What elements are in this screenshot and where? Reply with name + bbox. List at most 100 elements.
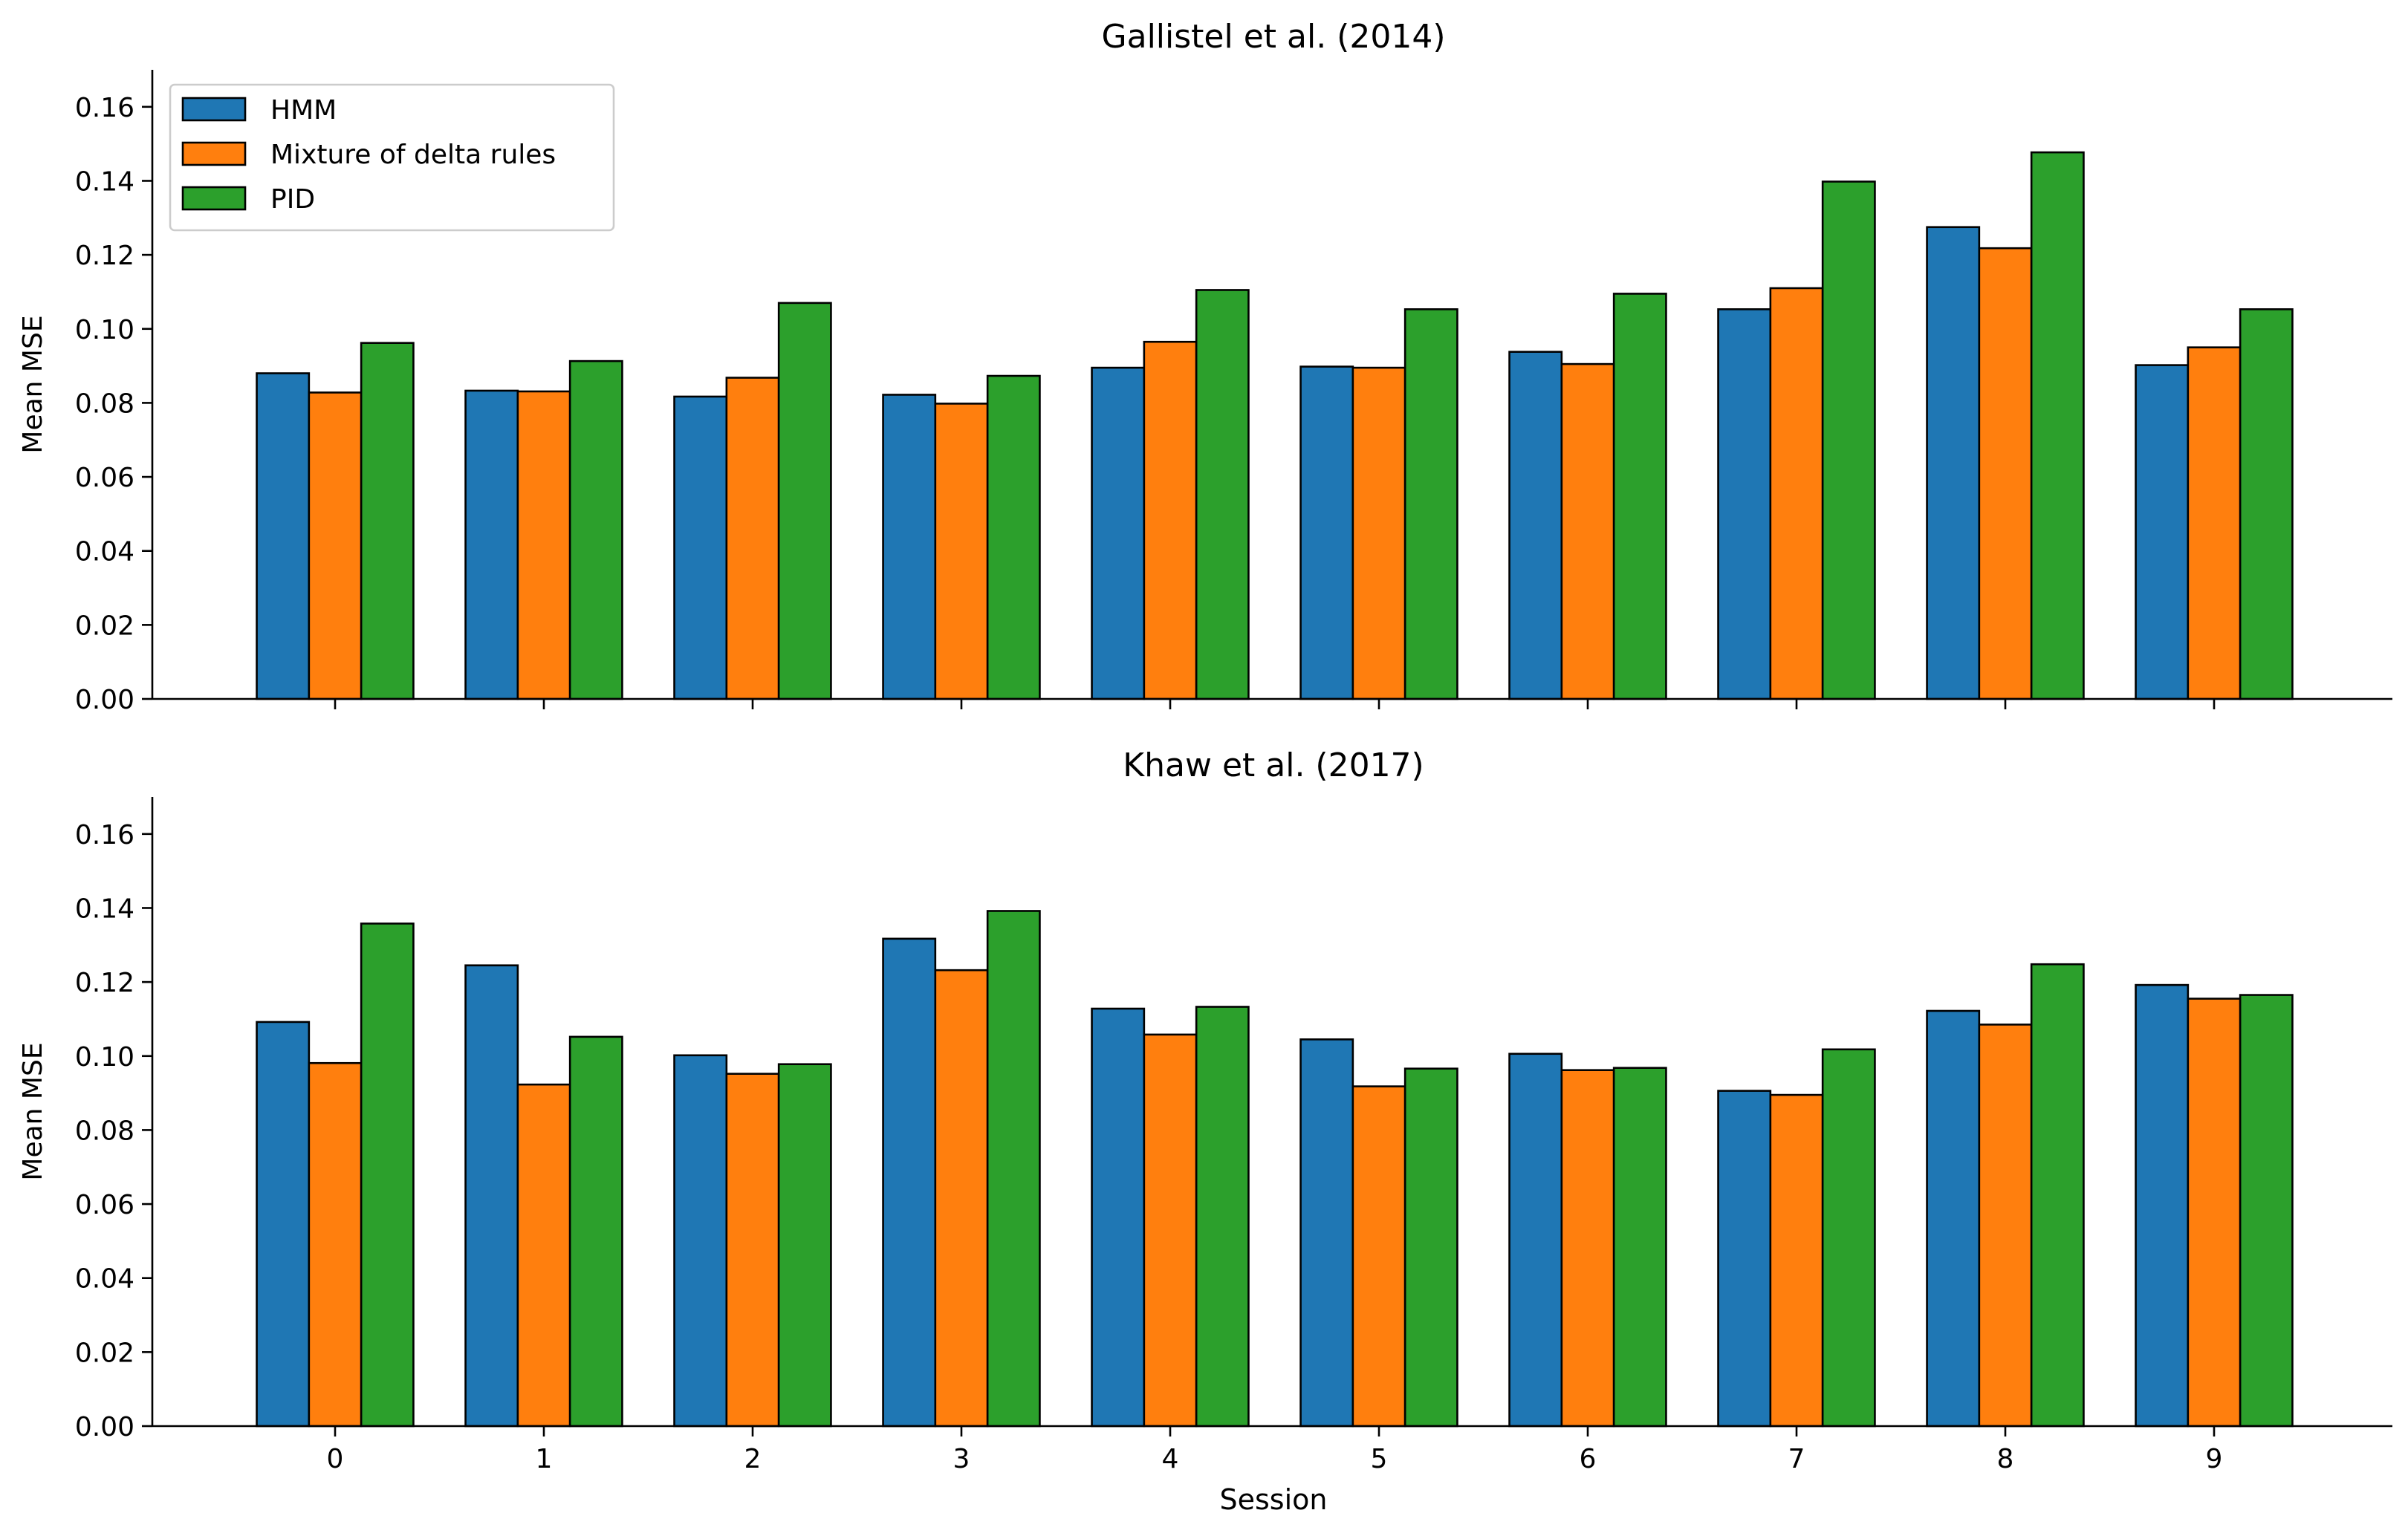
bar-mixture-of-delta-rules-session-1 [516, 390, 571, 700]
y-tick-label: 0.00 [75, 1412, 134, 1442]
panel-gallistel: Gallistel et al. (2014) 0.00 0.02 0.04 0.06 0… [18, 18, 2392, 715]
bar-mixture-of-delta-rules-session-2 [725, 377, 780, 700]
legend-box [169, 83, 615, 232]
y-tick-label: 0.04 [75, 537, 134, 567]
bar-pid-session-6 [1612, 1067, 1667, 1428]
bar-hmm-session-4 [1091, 1007, 1146, 1428]
bar-hmm-session-2 [673, 395, 728, 700]
bar-hmm-session-5 [1299, 1038, 1354, 1428]
bar-pid-session-0 [360, 342, 415, 700]
y-tick-label: 0.02 [75, 611, 134, 641]
x-tick-label: 2 [744, 1444, 762, 1474]
bar-mixture-of-delta-rules-session-6 [1560, 362, 1615, 700]
bar-hmm-session-7 [1717, 1090, 1772, 1428]
bar-hmm-session-4 [1091, 366, 1146, 700]
panel-khaw: Khaw et al. (2017) 0.00 0.02 0.04 0.06 0.08 0.… [18, 746, 2392, 1474]
x-tick-label: 0 [327, 1444, 344, 1474]
y-tick-label: 0.06 [75, 463, 134, 493]
bar-hmm-session-1 [464, 964, 519, 1428]
x-tick-label: 7 [1788, 1444, 1805, 1474]
y-tick-label: 0.06 [75, 1190, 134, 1220]
y-tick-label: 0.10 [75, 1042, 134, 1073]
bar-hmm-session-9 [2135, 364, 2190, 700]
y-tick-label: 0.04 [75, 1264, 134, 1295]
x-tick-label: 6 [1580, 1444, 1597, 1474]
y-tick-label: 0.12 [75, 241, 134, 271]
bar-pid-session-0 [360, 923, 415, 1428]
bar-mixture-of-delta-rules-session-5 [1351, 1085, 1406, 1428]
bar-pid-session-2 [777, 1063, 832, 1428]
x-tick-label: 5 [1371, 1444, 1388, 1474]
bar-mixture-of-delta-rules-session-0 [308, 391, 363, 700]
bar-mixture-of-delta-rules-session-5 [1351, 366, 1406, 700]
bar-pid-session-1 [568, 359, 623, 700]
bar-mixture-of-delta-rules-session-0 [308, 1061, 363, 1428]
bar-mixture-of-delta-rules-session-8 [1978, 1024, 2033, 1428]
bar-pid-session-4 [1195, 1006, 1250, 1428]
y-axis-label: Mean MSE [18, 315, 48, 453]
bar-mixture-of-delta-rules-session-9 [2187, 346, 2242, 700]
y-tick-label: 0.14 [75, 166, 134, 197]
bar-mixture-of-delta-rules-session-4 [1143, 1033, 1198, 1428]
y-tick-label: 0.14 [75, 894, 134, 924]
x-tick-label: 4 [1162, 1444, 1179, 1474]
bar-pid-session-1 [568, 1035, 623, 1428]
bar-hmm-session-3 [882, 394, 937, 700]
x-tick-label: 8 [1997, 1444, 2014, 1474]
bar-hmm-session-7 [1717, 308, 1772, 700]
bar-pid-session-5 [1403, 308, 1458, 700]
bar-hmm-session-0 [256, 1021, 311, 1428]
bar-hmm-session-6 [1508, 351, 1563, 700]
legend-label: Mixture of delta rules [270, 140, 556, 170]
bar-mixture-of-delta-rules-session-9 [2187, 998, 2242, 1428]
y-tick-label: 0.12 [75, 968, 134, 998]
x-axis-label: Session [1220, 1483, 1328, 1516]
bar-pid-session-7 [1821, 1048, 1876, 1428]
bar-mixture-of-delta-rules-session-7 [1769, 1093, 1824, 1428]
bar-mixture-of-delta-rules-session-3 [934, 403, 989, 700]
bar-mixture-of-delta-rules-session-8 [1978, 247, 2033, 700]
bar-mixture-of-delta-rules-session-6 [1560, 1069, 1615, 1428]
y-axis-label: Mean MSE [18, 1042, 48, 1180]
y-tick-label: 0.16 [75, 93, 134, 123]
bar-mixture-of-delta-rules-session-1 [516, 1083, 571, 1428]
y-tick-label: 0.08 [75, 1116, 134, 1146]
bar-mixture-of-delta-rules-session-3 [934, 969, 989, 1428]
y-tick-label: 0.08 [75, 388, 134, 419]
bar-mixture-of-delta-rules-session-4 [1143, 340, 1198, 700]
bar-pid-session-9 [2239, 994, 2294, 1428]
chart-title: Gallistel et al. (2014) [1102, 18, 1446, 56]
bar-pid-session-6 [1612, 293, 1667, 700]
x-tick-label: 9 [2206, 1444, 2223, 1474]
y-tick-label: 0.16 [75, 820, 134, 850]
y-tick-label: 0.02 [75, 1338, 134, 1368]
bar-pid-session-3 [986, 910, 1041, 1428]
chart-title: Khaw et al. (2017) [1123, 746, 1424, 784]
bar-pid-session-8 [2030, 963, 2085, 1428]
bar-pid-session-3 [986, 374, 1041, 700]
legend-swatch-hmm [181, 97, 247, 122]
legend-label: PID [270, 184, 315, 215]
bar-hmm-session-8 [1926, 226, 1981, 700]
legend-label: HMM [270, 95, 337, 126]
bar-hmm-session-5 [1299, 365, 1354, 700]
bar-hmm-session-2 [673, 1054, 728, 1428]
bar-hmm-session-3 [882, 937, 937, 1428]
bar-pid-session-9 [2239, 308, 2294, 700]
bar-pid-session-2 [777, 302, 832, 700]
y-tick-label: 0.00 [75, 685, 134, 715]
bar-mixture-of-delta-rules-session-2 [725, 1073, 780, 1428]
bar-pid-session-8 [2030, 151, 2085, 700]
y-tick-label: 0.10 [75, 315, 134, 345]
bar-pid-session-7 [1821, 180, 1876, 700]
bar-hmm-session-8 [1926, 1009, 1981, 1428]
legend-swatch-pid [181, 186, 247, 211]
legend: HMM Mixture of delta rules PID [169, 83, 615, 232]
legend-swatch-mixture-of-delta-rules [181, 141, 247, 166]
x-tick-label: 3 [953, 1444, 970, 1474]
bar-hmm-session-0 [256, 372, 311, 700]
bar-hmm-session-1 [464, 389, 519, 700]
bar-mixture-of-delta-rules-session-7 [1769, 287, 1824, 700]
